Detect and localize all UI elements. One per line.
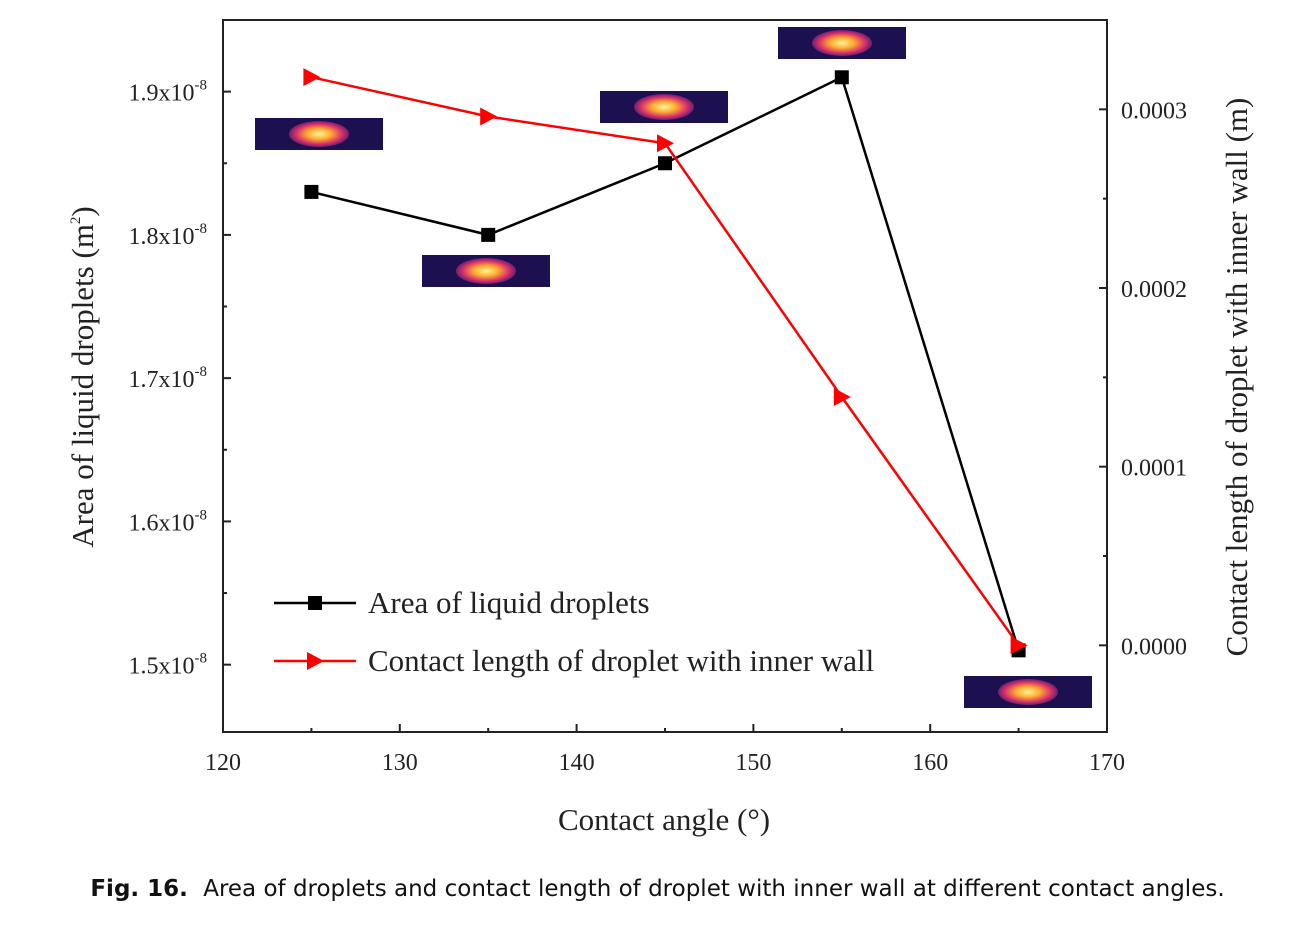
left-y-tick-label: 1.9x10-8 bbox=[129, 78, 208, 107]
data-point-square bbox=[834, 70, 849, 85]
figure-caption: Fig. 16. Area of droplets and contact le… bbox=[0, 876, 1315, 902]
data-point-triangle bbox=[480, 107, 498, 126]
data-point-triangle bbox=[1010, 636, 1028, 655]
figure-label: Fig. 16. bbox=[90, 876, 188, 902]
right-y-tick-label: 0.0003 bbox=[1121, 98, 1187, 124]
data-point-square bbox=[658, 156, 672, 171]
data-point-square bbox=[481, 227, 496, 242]
data-point-triangle bbox=[303, 68, 321, 87]
left-y-axis-title: Area of liquid droplets (m2) bbox=[65, 206, 100, 548]
left-y-tick-label: 1.8x10-8 bbox=[129, 221, 208, 250]
legend-marker-square bbox=[308, 596, 322, 610]
x-tick-label: 120 bbox=[205, 750, 241, 776]
left-y-tick-label: 1.7x10-8 bbox=[129, 364, 208, 393]
right-y-axis-title: Contact length of droplet with inner wal… bbox=[1219, 98, 1254, 657]
legend-label: Area of liquid droplets bbox=[368, 585, 650, 620]
droplet-inset-image bbox=[964, 676, 1092, 708]
left-y-tick-label: 1.6x10-8 bbox=[129, 507, 208, 536]
data-point-triangle bbox=[657, 134, 674, 153]
x-axis-title: Contact angle (°) bbox=[558, 802, 770, 837]
chart: 120 130 140 150 160 170 1.5x10-8 1.6x10-8 1.7x10… bbox=[65, 19, 1254, 837]
droplet-inset-image bbox=[778, 27, 906, 59]
droplet-inset-image bbox=[255, 118, 383, 150]
data-point-square bbox=[304, 184, 319, 199]
right-y-tick-label: 0.0000 bbox=[1121, 634, 1187, 660]
right-y-tick-label: 0.0002 bbox=[1121, 277, 1187, 303]
x-tick-label: 130 bbox=[382, 750, 418, 776]
left-y-tick-label: 1.5x10-8 bbox=[129, 651, 208, 680]
droplet-inset-image bbox=[422, 255, 550, 287]
figure-caption-text: Area of droplets and contact length of d… bbox=[203, 876, 1225, 902]
x-tick-label: 160 bbox=[912, 750, 948, 776]
x-tick-label: 170 bbox=[1089, 750, 1125, 776]
right-y-tick-label: 0.0001 bbox=[1121, 456, 1187, 482]
x-tick-label: 150 bbox=[735, 750, 771, 776]
data-point-triangle bbox=[833, 387, 851, 406]
x-tick-label: 140 bbox=[559, 750, 595, 776]
droplet-inset-image bbox=[600, 91, 728, 123]
legend-marker-triangle bbox=[307, 652, 324, 670]
legend-label: Contact length of droplet with inner wal… bbox=[368, 643, 874, 678]
